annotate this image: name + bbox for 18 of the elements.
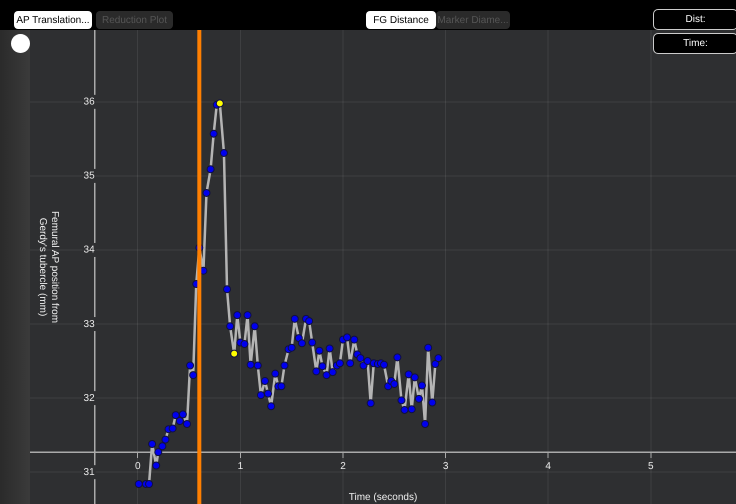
tab: AP Translation...	[14, 11, 92, 29]
x-tick-label: 0	[134, 460, 141, 472]
x-tick-label: 2	[340, 460, 346, 472]
y-axis-title: Femural AP position from Gerdy's tubercle (mm)	[36, 210, 60, 324]
x-tick-label: 1	[238, 460, 244, 472]
y-tick-label: 31	[84, 466, 96, 478]
text-field: Dist:	[653, 9, 736, 30]
y-tick-label: 34	[84, 244, 96, 256]
y-tick-label: 35	[84, 170, 96, 182]
x-axis-title: Time (seconds)	[348, 492, 418, 503]
y-tick-label: 32	[84, 392, 96, 404]
x-tick-label: 4	[545, 460, 552, 472]
y-tick-label: 36	[84, 96, 96, 108]
y-tick-label: 33	[84, 318, 96, 330]
x-tick-label: 5	[648, 460, 654, 472]
text-field: Time:	[653, 33, 736, 54]
x-tick-label: 3	[442, 460, 449, 472]
tab: FG Distance	[366, 11, 436, 29]
